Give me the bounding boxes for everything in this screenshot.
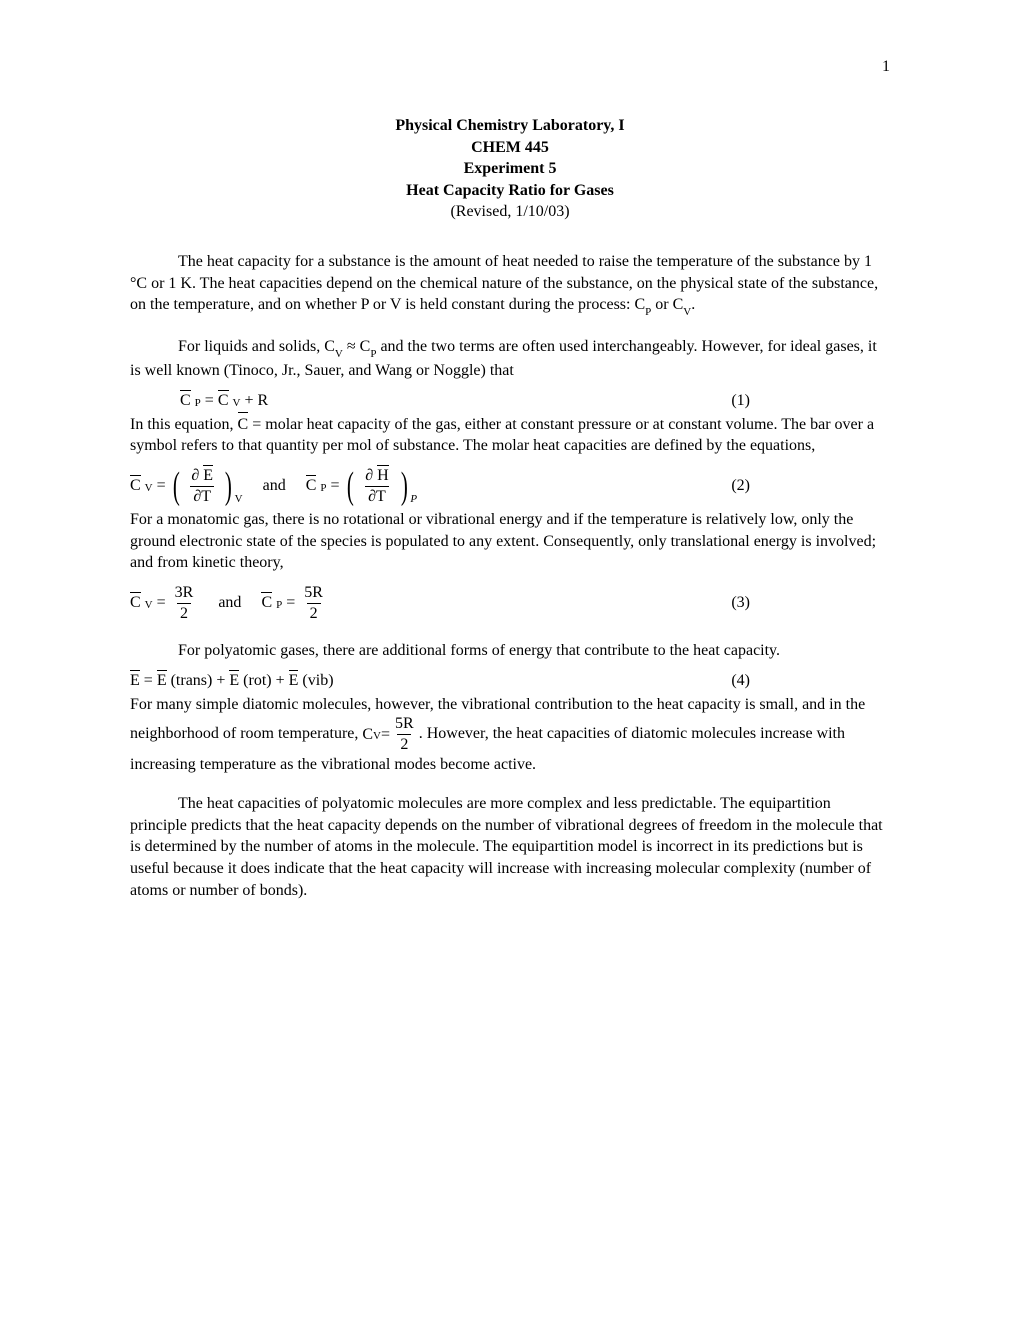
plus: +: [276, 672, 285, 690]
ebar-vib: E: [289, 672, 299, 690]
header-line-4: Heat Capacity Ratio for Gases: [130, 180, 890, 202]
equation-number: (2): [731, 477, 890, 495]
text: + R: [244, 392, 268, 410]
ebar-rot: E: [229, 672, 239, 690]
equation-2: CV = ( ∂ E ∂T ) V and CP = ( ∂ H ∂T ) P …: [130, 467, 890, 505]
subscript: V: [335, 348, 343, 360]
subscript: V: [235, 493, 243, 505]
header-line-5: (Revised, 1/10/03): [130, 201, 890, 223]
cbar-v: C: [130, 594, 141, 612]
inline-equation: CV = 5R 2: [362, 715, 418, 753]
paragraph-2: For liquids and solids, CV ≈ CP and the …: [130, 336, 890, 382]
equation-number: (1): [731, 392, 890, 410]
right-paren: ): [225, 469, 232, 503]
subscript: V: [145, 599, 153, 611]
equals: =: [205, 392, 214, 410]
equation-1: CP = CV + R (1): [180, 392, 890, 410]
paragraph-1: The heat capacity for a substance is the…: [130, 251, 890, 318]
subscript: P: [410, 493, 417, 505]
paragraph-5: For polyatomic gases, there are addition…: [130, 640, 890, 662]
and-text: and: [263, 477, 286, 495]
paragraph-3: In this equation, C = molar heat capacit…: [130, 414, 890, 457]
cbar-v: C: [130, 477, 141, 495]
fraction: ∂ E ∂T: [188, 467, 216, 505]
text: For liquids and solids, C: [178, 338, 335, 355]
equals: =: [144, 672, 153, 690]
fraction: ∂ H ∂T: [362, 467, 391, 505]
subscript: P: [645, 306, 651, 318]
equation-number: (3): [731, 594, 890, 612]
subscript: P: [320, 482, 326, 494]
paragraph-6: For many simple diatomic molecules, howe…: [130, 694, 890, 775]
equals: =: [157, 477, 166, 495]
equation-4: E = E(trans) + E(rot) + E(vib) (4): [130, 672, 890, 690]
cbar-p: C: [261, 594, 272, 612]
subscript: P: [195, 397, 201, 409]
fraction: 5R 2: [301, 584, 326, 622]
left-paren: (: [173, 469, 180, 503]
equals: =: [331, 477, 340, 495]
page-number: 1: [882, 58, 890, 76]
header-line-3: Experiment 5: [130, 158, 890, 180]
left-paren: (: [346, 469, 353, 503]
subscript: V: [683, 306, 691, 318]
text: ≈ C: [343, 338, 370, 355]
ebar: E: [130, 672, 140, 690]
header-line-2: CHEM 445: [130, 137, 890, 159]
subscript: P: [276, 599, 282, 611]
document-header: Physical Chemistry Laboratory, I CHEM 44…: [130, 115, 890, 223]
plus: +: [216, 672, 225, 690]
subscript: P: [370, 348, 376, 360]
text: or C: [651, 296, 683, 313]
text: The heat capacity for a substance is the…: [130, 253, 878, 313]
cbar-v: C: [218, 392, 229, 410]
fraction: 3R 2: [172, 584, 197, 622]
paragraph-7: The heat capacities of polyatomic molecu…: [130, 793, 890, 901]
cbar-p: C: [306, 477, 317, 495]
subscript: V: [233, 397, 241, 409]
subscript: V: [145, 482, 153, 494]
cbar: C: [238, 414, 249, 436]
right-paren: ): [401, 469, 408, 503]
paragraph-4: For a monatomic gas, there is no rotatio…: [130, 509, 890, 574]
equals: =: [286, 594, 295, 612]
and-text: and: [218, 594, 241, 612]
header-line-1: Physical Chemistry Laboratory, I: [130, 115, 890, 137]
ebar-trans: E: [157, 672, 167, 690]
cbar-p: C: [180, 392, 191, 410]
equation-3: CV = 3R 2 and CP = 5R 2 (3): [130, 584, 890, 622]
text: In this equation,: [130, 416, 238, 433]
equals: =: [157, 594, 166, 612]
equation-number: (4): [731, 672, 890, 690]
text: .: [691, 296, 695, 313]
